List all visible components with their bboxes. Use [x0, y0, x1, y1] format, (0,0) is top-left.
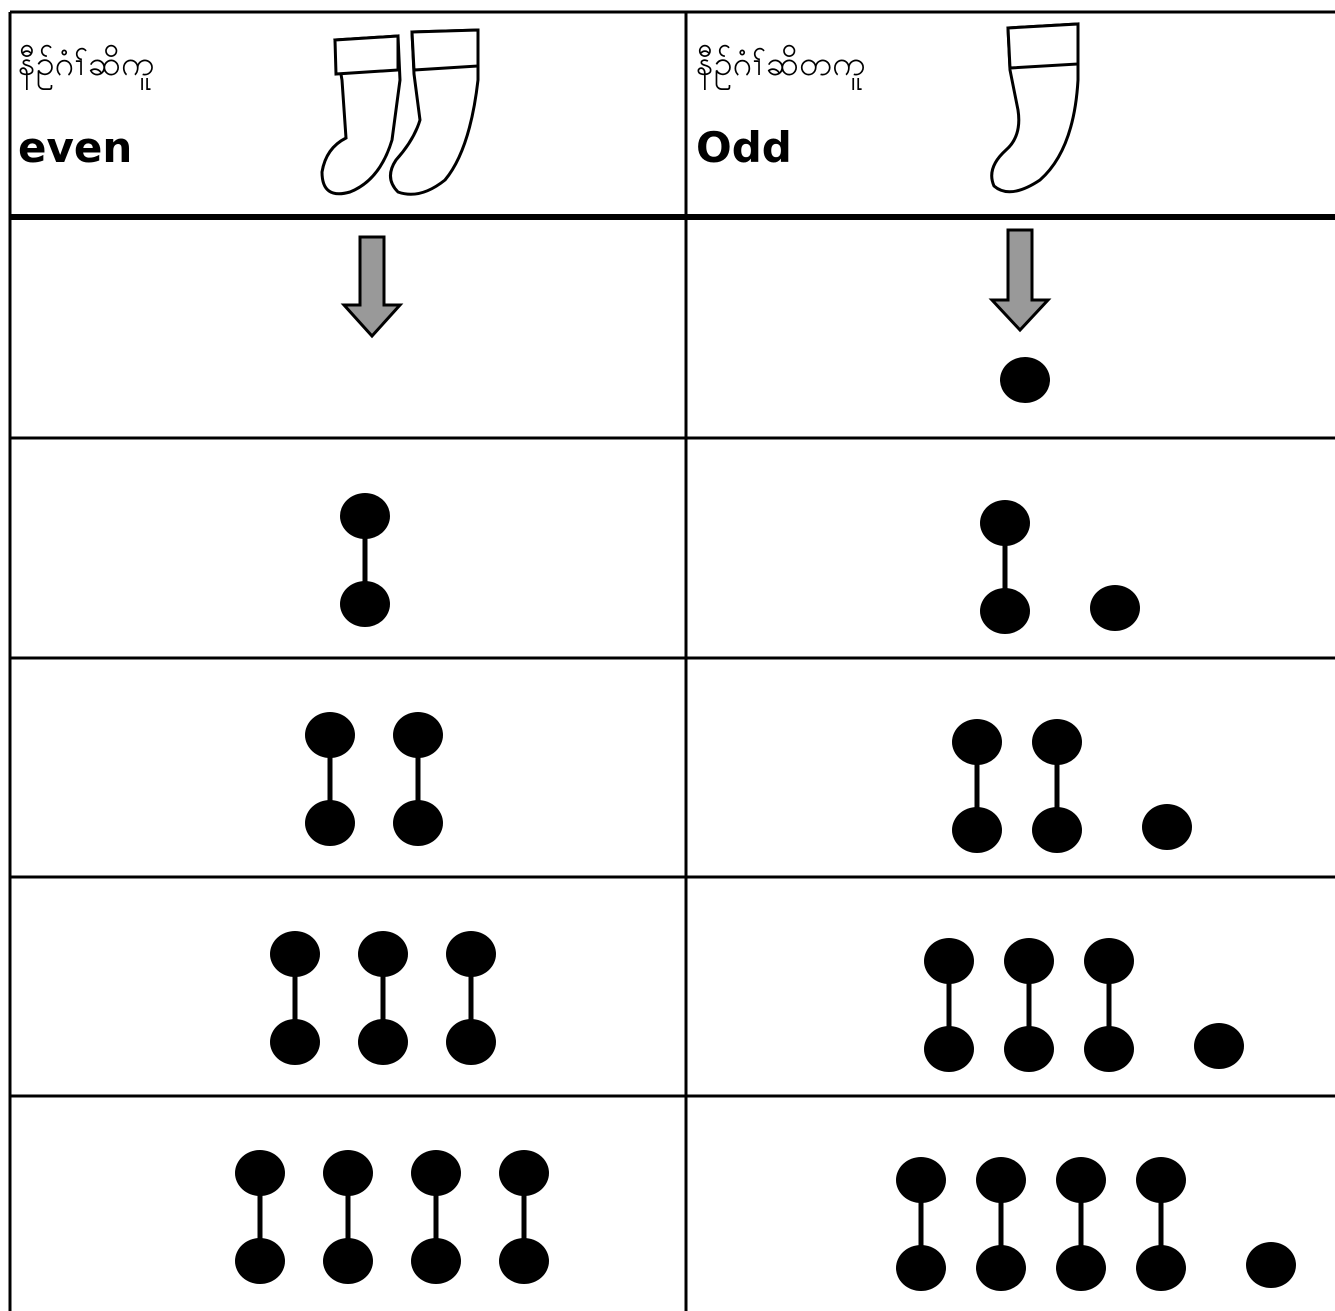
dot — [980, 588, 1030, 634]
dot — [1004, 938, 1054, 984]
dot — [235, 1238, 285, 1284]
dot — [270, 1019, 320, 1065]
dot — [896, 1245, 946, 1291]
dot — [499, 1150, 549, 1196]
dot — [446, 931, 496, 977]
dot — [952, 807, 1002, 853]
dot — [235, 1150, 285, 1196]
dot — [340, 493, 390, 539]
dot — [1090, 585, 1140, 631]
even-label: even — [18, 123, 132, 172]
dot — [1246, 1242, 1296, 1288]
dot — [411, 1238, 461, 1284]
dot — [358, 1019, 408, 1065]
dot — [1032, 719, 1082, 765]
dot — [305, 800, 355, 846]
dot — [1142, 804, 1192, 850]
dot — [393, 800, 443, 846]
dot — [411, 1150, 461, 1196]
dot — [1084, 938, 1134, 984]
dot — [976, 1245, 1026, 1291]
dot — [924, 938, 974, 984]
dot — [393, 712, 443, 758]
dot — [270, 931, 320, 977]
odd-title: နီဉ်ဂံၢ်ဆိတကူ — [696, 44, 865, 90]
dot — [1056, 1245, 1106, 1291]
dot — [323, 1238, 373, 1284]
dot — [1032, 807, 1082, 853]
odd-label: Odd — [696, 123, 792, 172]
dot — [1000, 357, 1050, 403]
dot — [1056, 1157, 1106, 1203]
dot — [446, 1019, 496, 1065]
dot — [1004, 1026, 1054, 1072]
dot — [499, 1238, 549, 1284]
dot — [924, 1026, 974, 1072]
table-grid — [8, 10, 1335, 1311]
dot — [896, 1157, 946, 1203]
sock-pair-icon — [320, 28, 480, 196]
sock-icon — [990, 22, 1080, 194]
dot — [976, 1157, 1026, 1203]
dot — [323, 1150, 373, 1196]
dot — [1084, 1026, 1134, 1072]
arrow — [340, 228, 1052, 339]
dot — [1136, 1245, 1186, 1291]
dot — [340, 581, 390, 627]
even-title: နီဉ်ဂံၢ်ဆိကူ — [18, 44, 154, 90]
dot — [358, 931, 408, 977]
dot — [1136, 1157, 1186, 1203]
dot — [305, 712, 355, 758]
dot — [1194, 1023, 1244, 1069]
dot — [980, 500, 1030, 546]
dot — [952, 719, 1002, 765]
